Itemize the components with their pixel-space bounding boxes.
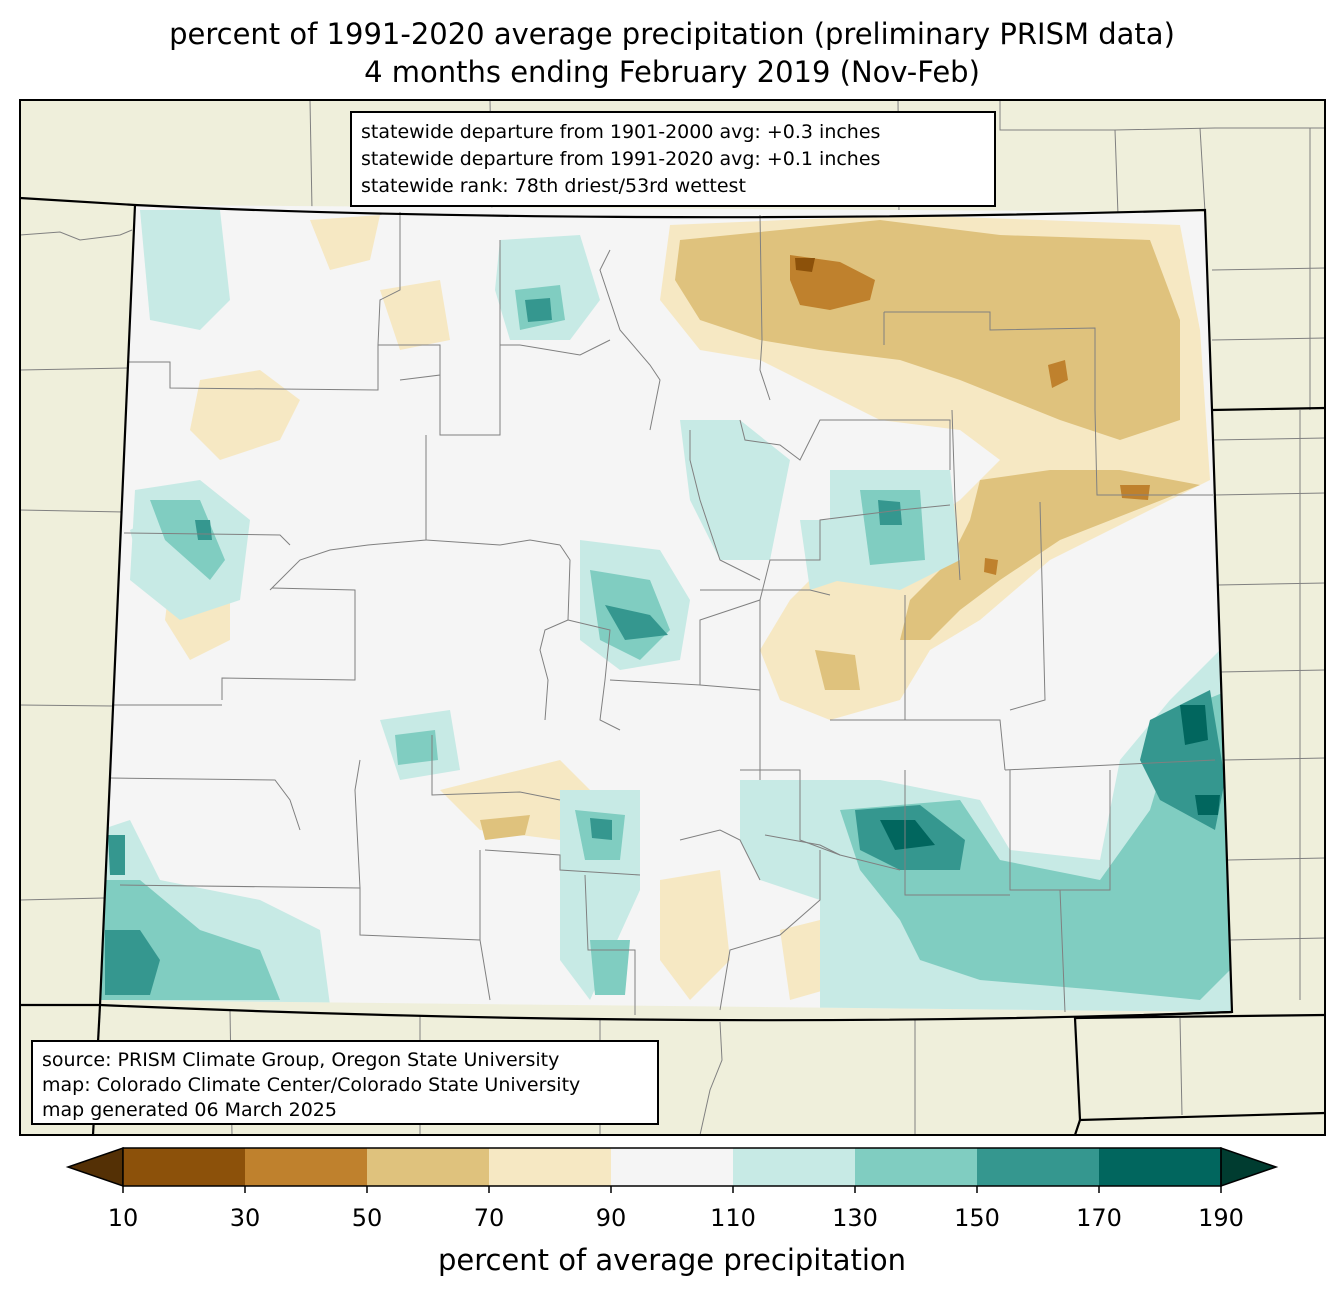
colorbar-tick-label: 130 <box>832 1204 878 1232</box>
source-line-prism: source: PRISM Climate Group, Oregon Stat… <box>42 1049 560 1071</box>
colorbar-under-arrow <box>65 1146 124 1188</box>
stats-line-1991-2020: statewide departure from 1991-2020 avg: … <box>361 148 881 170</box>
source-box: source: PRISM Climate Group, Oregon Stat… <box>31 1040 659 1125</box>
colorbar-outline <box>122 1147 1222 1187</box>
colorbar-tick-label: 110 <box>710 1204 756 1232</box>
colorbar <box>65 1146 1279 1193</box>
colorbar-tick-label: 170 <box>1076 1204 1122 1232</box>
state-borders <box>20 196 1325 1135</box>
source-line-generated: map generated 06 March 2025 <box>42 1099 337 1121</box>
colorbar-segment <box>245 1148 368 1186</box>
colorbar-tick-label: 150 <box>954 1204 1000 1232</box>
stats-line-rank: statewide rank: 78th driest/53rd wettest <box>361 175 746 197</box>
colorbar-segment <box>123 1148 246 1186</box>
precip-field <box>100 205 1232 1012</box>
map-title-line2: 4 months ending February 2019 (Nov-Feb) <box>364 55 980 89</box>
map-title-line1: percent of 1991-2020 average precipitati… <box>169 17 1175 51</box>
colorbar-tick-label: 50 <box>351 1204 383 1232</box>
colorbar-tick-label: 190 <box>1198 1204 1244 1232</box>
statewide-stats-box: statewide departure from 1901-2000 avg: … <box>350 111 996 207</box>
colorbar-segment <box>855 1148 978 1186</box>
colorbar-segment <box>733 1148 856 1186</box>
colorbar-segment <box>367 1148 490 1186</box>
stats-line-1901-2000: statewide departure from 1901-2000 avg: … <box>361 121 881 143</box>
colorbar-segment <box>611 1148 734 1186</box>
colorbar-label: percent of average precipitation <box>437 1243 907 1277</box>
map-frame <box>19 99 1326 1136</box>
colorbar-tick-label: 10 <box>107 1204 139 1232</box>
colorbar-over-arrow <box>1220 1146 1279 1188</box>
source-line-map: map: Colorado Climate Center/Colorado St… <box>42 1074 581 1096</box>
county-lines <box>109 212 1216 1015</box>
colorbar-tick-label: 90 <box>595 1204 627 1232</box>
colorbar-segment <box>977 1148 1100 1186</box>
colorbar-tick-label: 30 <box>229 1204 261 1232</box>
colorbar-segment <box>489 1148 612 1186</box>
colorbar-tick-label: 70 <box>473 1204 505 1232</box>
colorbar-segment <box>1099 1148 1222 1186</box>
